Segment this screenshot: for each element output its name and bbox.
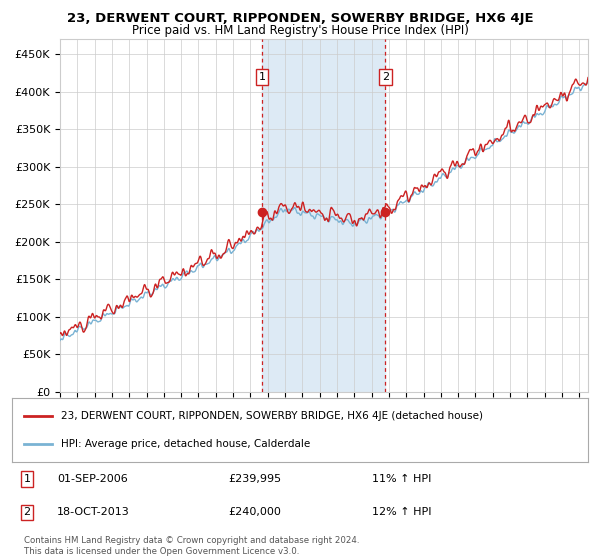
- Text: 18-OCT-2013: 18-OCT-2013: [57, 507, 130, 517]
- Text: 1: 1: [259, 72, 266, 82]
- Text: 1: 1: [23, 474, 31, 484]
- Text: 01-SEP-2006: 01-SEP-2006: [57, 474, 128, 484]
- Text: 23, DERWENT COURT, RIPPONDEN, SOWERBY BRIDGE, HX6 4JE (detached house): 23, DERWENT COURT, RIPPONDEN, SOWERBY BR…: [61, 410, 483, 421]
- Text: 2: 2: [23, 507, 31, 517]
- Bar: [262, 39, 385, 392]
- Text: 12% ↑ HPI: 12% ↑ HPI: [372, 507, 431, 517]
- Text: 11% ↑ HPI: 11% ↑ HPI: [372, 474, 431, 484]
- Text: 23, DERWENT COURT, RIPPONDEN, SOWERBY BRIDGE, HX6 4JE: 23, DERWENT COURT, RIPPONDEN, SOWERBY BR…: [67, 12, 533, 25]
- Text: 2: 2: [382, 72, 389, 82]
- Text: £240,000: £240,000: [228, 507, 281, 517]
- Text: HPI: Average price, detached house, Calderdale: HPI: Average price, detached house, Cald…: [61, 439, 310, 449]
- Text: Contains HM Land Registry data © Crown copyright and database right 2024.
This d: Contains HM Land Registry data © Crown c…: [24, 536, 359, 556]
- Text: £239,995: £239,995: [228, 474, 281, 484]
- Text: Price paid vs. HM Land Registry's House Price Index (HPI): Price paid vs. HM Land Registry's House …: [131, 24, 469, 37]
